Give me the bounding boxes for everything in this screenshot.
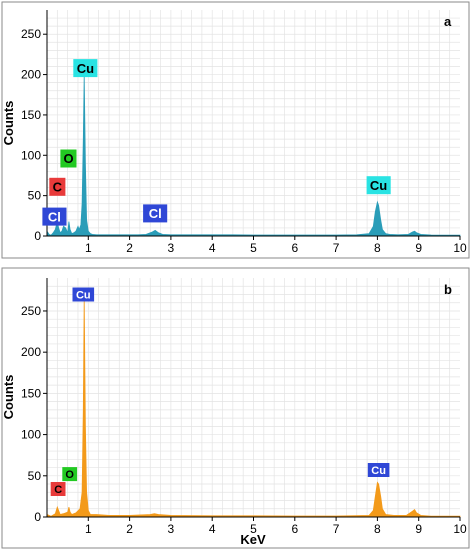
y-tick-label: 150 [21,108,41,122]
panel-b-y-axis-title: Counts [1,375,16,420]
y-tick-label: 0 [34,510,41,524]
peak-label-box [50,482,66,496]
panel-a-grid [47,10,460,236]
peak-label-text: Cl [48,209,61,224]
panel-b-letter: b [444,282,452,297]
x-tick-label: 9 [415,241,422,255]
spectrum-area [46,74,461,237]
x-tick-label: 6 [291,241,298,255]
x-tick-label: 2 [126,522,133,536]
panel-b-x-axis-title: KeV [240,532,266,547]
panel-b-y-ticks: 0 50 100 150 200 250 [21,304,47,524]
y-tick-label: 50 [28,469,42,483]
y-tick-label: 250 [21,27,41,41]
peak-label-text: Cl [149,206,162,221]
panel-a-y-ticks: 0 50 100 150 200 250 [21,27,47,243]
x-tick-label: 1 [85,522,92,536]
y-tick-label: 50 [28,189,42,203]
x-tick-label: 10 [453,522,467,536]
peak-label-box [42,207,67,226]
peak-label-box [62,467,78,482]
peak-label-c: C [49,177,66,196]
x-tick-label: 4 [209,522,216,536]
peak-label-o: O [60,149,77,168]
peak-label-o: O [62,467,78,482]
peak-label-text: O [63,151,73,166]
y-tick-label: 250 [21,304,41,318]
x-tick-label: 9 [415,522,422,536]
y-tick-label: 100 [21,148,41,162]
peak-label-box [72,287,95,302]
peak-label-box [60,149,77,168]
panel-a-y-axis-title: Counts [1,101,16,146]
peak-label-box [143,204,168,223]
panel-a-x-ticks: 1 2 3 4 5 6 7 8 9 10 [85,236,467,255]
panel-b-spectrum [46,296,461,518]
peak-label-cl: Cl [42,207,67,226]
x-tick-label: 3 [168,241,175,255]
x-tick-label: 5 [250,522,257,536]
x-tick-label: 5 [250,241,257,255]
panel-b-grid [47,278,460,517]
panel-a: 1 2 3 4 5 6 7 8 9 10 0 50 100 150 200 250 Cu OC Cl Cl Cu a… [1,1,470,259]
peak-label-text: O [65,469,74,481]
y-tick-label: 200 [21,68,41,82]
x-tick-label: 1 [85,241,92,255]
x-tick-label: 4 [209,241,216,255]
panel-a-peak-labels: Cu OC Cl Cl Cu [42,59,391,226]
x-tick-label: 2 [126,241,133,255]
peak-label-text: C [53,179,63,194]
panel-a-spectrum [46,74,461,237]
x-tick-label: 8 [374,241,381,255]
peak-label-text: Cu [371,465,386,477]
x-tick-label: 3 [168,522,175,536]
peak-label-text: C [54,484,62,496]
peak-label-cu: Cu [73,59,98,78]
peak-label-box [367,463,390,477]
peak-label-box [73,59,98,78]
y-tick-label: 200 [21,345,41,359]
peak-label-cu: Cu [367,463,390,477]
peak-label-box [49,177,66,196]
peak-label-cu: Cu [72,287,95,302]
x-tick-label: 10 [453,241,467,255]
y-tick-label: 100 [21,428,41,442]
spectrum-area [46,296,461,518]
y-tick-label: 150 [21,386,41,400]
x-tick-label: 8 [374,522,381,536]
peak-label-text: Cu [76,289,91,301]
peak-label-cl: Cl [143,204,168,223]
y-tick-label: 0 [34,229,41,243]
panel-a-letter: a [444,14,452,29]
peak-label-text: Cu [77,61,94,76]
x-tick-label: 7 [333,522,340,536]
panel-b-peak-labels: Cu OC Cu [50,287,390,496]
peak-label-cu: Cu [366,176,391,195]
peak-label-c: C [50,482,66,496]
panel-b-x-ticks: 1 2 3 4 5 6 7 8 9 10 [85,517,467,536]
x-tick-label: 7 [333,241,340,255]
peak-label-box [366,176,391,195]
panel-b: 1 2 3 4 5 6 7 8 9 10 0 50 100 150 200 250 Cu OC Cu b Cou… [1,267,470,549]
peak-label-text: Cu [370,178,387,193]
x-tick-label: 6 [291,522,298,536]
